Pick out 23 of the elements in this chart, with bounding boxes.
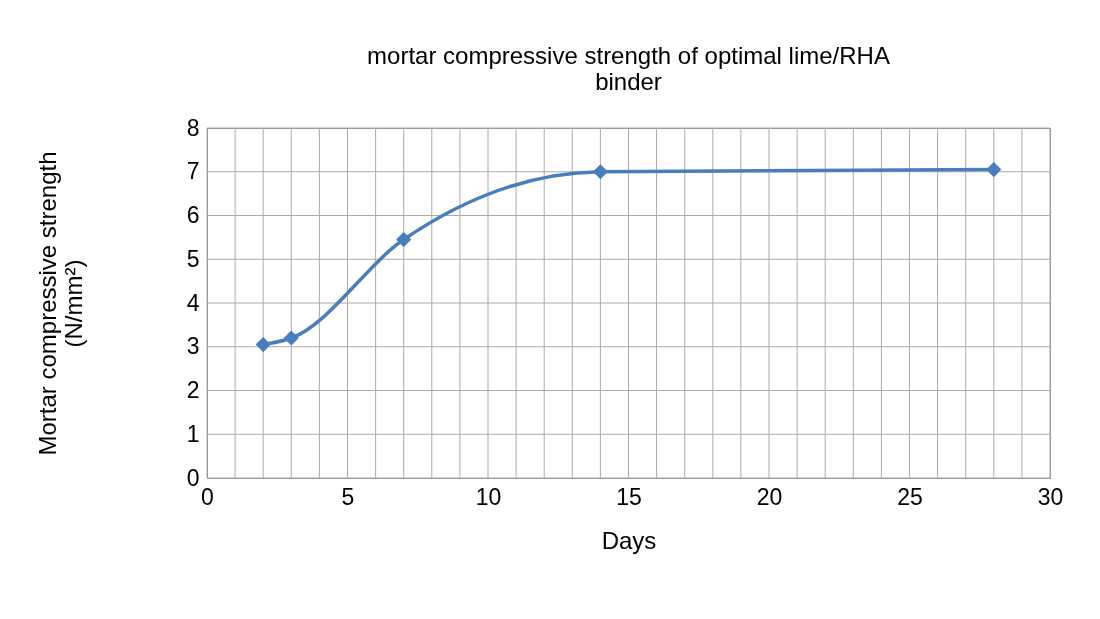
y-tick-label: 5 <box>186 245 200 272</box>
point <box>283 330 299 346</box>
y-tick-label: 0 <box>186 464 200 491</box>
x-tick-label: 10 <box>475 483 502 510</box>
point <box>396 231 412 248</box>
x-tick-label: 5 <box>341 483 355 510</box>
y-tick-label: 4 <box>186 289 200 316</box>
x-tick-label: 25 <box>897 483 923 510</box>
y-tick-label: 6 <box>186 202 200 228</box>
point <box>592 164 608 180</box>
x-tick-label: 30 <box>1037 483 1064 510</box>
point <box>255 336 271 353</box>
y-tick-label: 1 <box>186 420 200 447</box>
y-tick-label: 3 <box>186 333 200 360</box>
chart-title: mortar compressive strength of optimal lime/RHA binder <box>367 42 890 95</box>
y-tick-label: 7 <box>186 158 200 185</box>
y-tick-label: 8 <box>186 114 200 141</box>
x-axis-title: Days <box>601 526 657 554</box>
point <box>986 161 1002 178</box>
x-tick-label: 20 <box>756 483 783 510</box>
x-tick-label: 15 <box>616 483 642 510</box>
y-tick-label: 2 <box>186 377 200 403</box>
y-axis-title: Mortar compressive strength (N/mm²) <box>33 151 87 456</box>
